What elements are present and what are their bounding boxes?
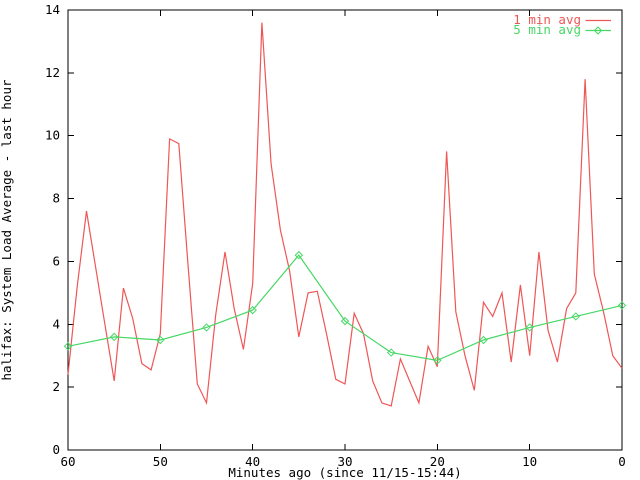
diamond-marker [479,335,488,345]
x-tick-label: 10 [522,454,537,469]
legend-label-1-min-avg: 1 min avg [513,12,581,27]
y-tick-label: 2 [52,379,60,394]
y-tick-label: 14 [45,2,60,17]
diamond-marker [617,301,627,310]
diamond-marker [156,335,165,345]
diamond-marker [593,26,603,35]
series-line-1-min-avg [67,22,623,407]
x-tick-label: 60 [60,454,75,469]
y-tick-label: 4 [52,316,60,331]
diamond-marker [248,305,257,315]
x-tick-label: 0 [618,454,626,469]
y-tick-label: 6 [52,253,60,268]
y-tick-label: 0 [52,442,60,457]
diamond-marker [294,250,304,260]
diamond-marker [109,332,119,342]
x-tick-label: 40 [245,454,260,469]
y-axis-title: halifax: System Load Average - last hour [0,79,14,380]
x-tick-label: 50 [153,454,168,469]
diamond-marker [386,348,396,357]
diamond-marker [63,342,73,351]
diamond-marker [202,323,211,332]
x-tick-label: 30 [337,454,352,469]
tick-labels: 60 50 40 30 20 10 0 0 2 4 6 8 10 12 14 [45,2,626,469]
x-tick-label: 20 [430,454,445,469]
y-tick-label: 12 [45,65,60,80]
diamond-marker [340,316,350,326]
plot-axes [67,9,623,451]
diamond-marker [433,356,442,365]
y-tick-label: 8 [52,191,60,206]
series-line-5-min-avg [67,254,623,362]
x-axis-title: Minutes ago (since 11/15-15:44) [228,465,461,480]
diamond-marker [525,323,534,332]
legend-label-5-min-avg: 5 min avg [513,22,581,37]
y-tick-label: 10 [45,128,60,143]
diamond-marker [571,312,581,321]
series-layer [63,22,627,407]
